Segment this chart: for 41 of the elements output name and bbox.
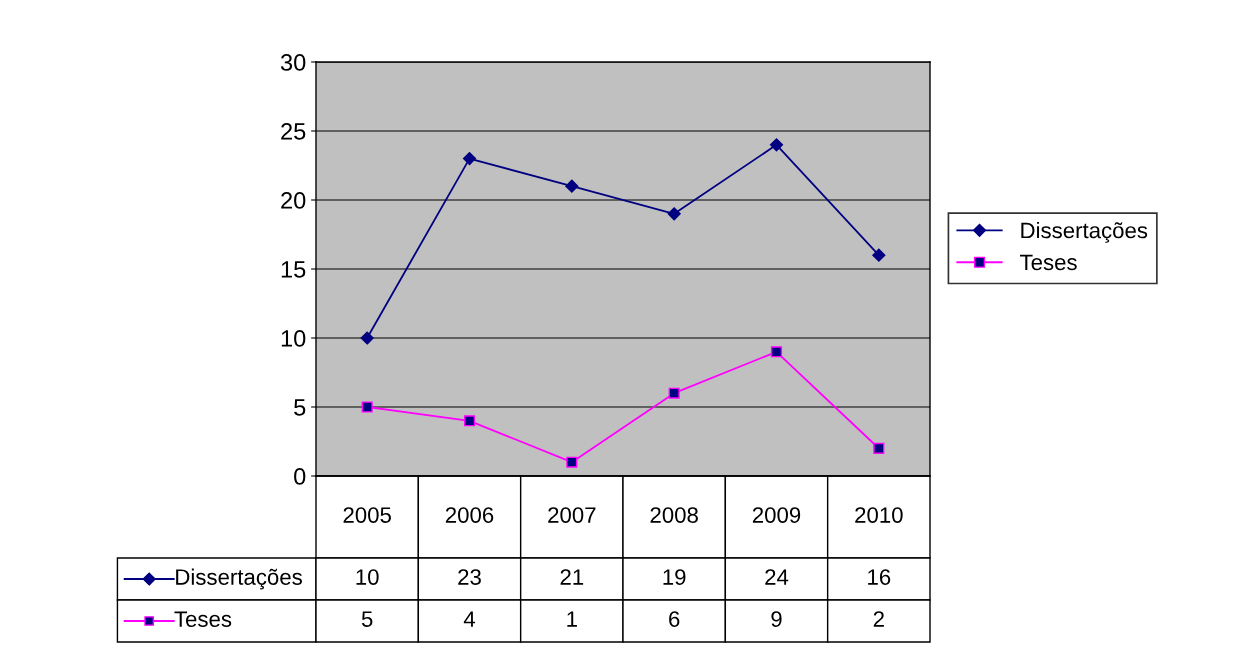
y-tick-label: 30 <box>280 54 306 71</box>
point <box>360 331 374 345</box>
point <box>872 248 886 262</box>
y-tick-label: 15 <box>281 261 306 278</box>
data-label: 23 <box>458 569 481 585</box>
y-tick-label: 10 <box>281 330 306 347</box>
data-label: 6 <box>669 611 680 627</box>
point <box>462 152 477 166</box>
data-label: 16 <box>868 569 891 585</box>
point <box>565 179 579 193</box>
text: Teses <box>174 611 232 627</box>
point <box>463 415 476 427</box>
x-tick-label: 2009 <box>752 507 801 523</box>
data-label: 19 <box>663 569 686 585</box>
data-label: 5 <box>361 611 373 627</box>
point <box>667 207 681 221</box>
x-tick-label: 2005 <box>343 507 391 523</box>
data-label: 9 <box>771 611 782 627</box>
point <box>873 442 885 454</box>
legend-label: Dissertações <box>1021 221 1148 243</box>
point <box>361 401 373 413</box>
data-label: 4 <box>463 611 476 627</box>
point <box>668 387 680 399</box>
data-label: 1 <box>567 611 577 627</box>
data-label: 24 <box>765 569 789 585</box>
point <box>770 346 783 358</box>
y-tick-label: 20 <box>281 192 306 209</box>
data-label: 2 <box>873 611 884 627</box>
x-tick-label: 2010 <box>855 507 903 523</box>
x-tick-label: 2006 <box>445 507 494 523</box>
x-tick-label: 2008 <box>650 507 698 523</box>
data-label: 10 <box>356 569 379 585</box>
y-tick-label: 5 <box>294 399 306 416</box>
text: Dissertações <box>176 568 302 590</box>
point <box>769 138 784 152</box>
x-tick-label: 2007 <box>548 507 596 523</box>
y-tick-label: 0 <box>294 468 306 485</box>
legend-label: Teses <box>1020 254 1077 271</box>
point <box>566 456 578 468</box>
y-tick-label: 25 <box>281 123 306 140</box>
data-label: 21 <box>560 569 584 585</box>
